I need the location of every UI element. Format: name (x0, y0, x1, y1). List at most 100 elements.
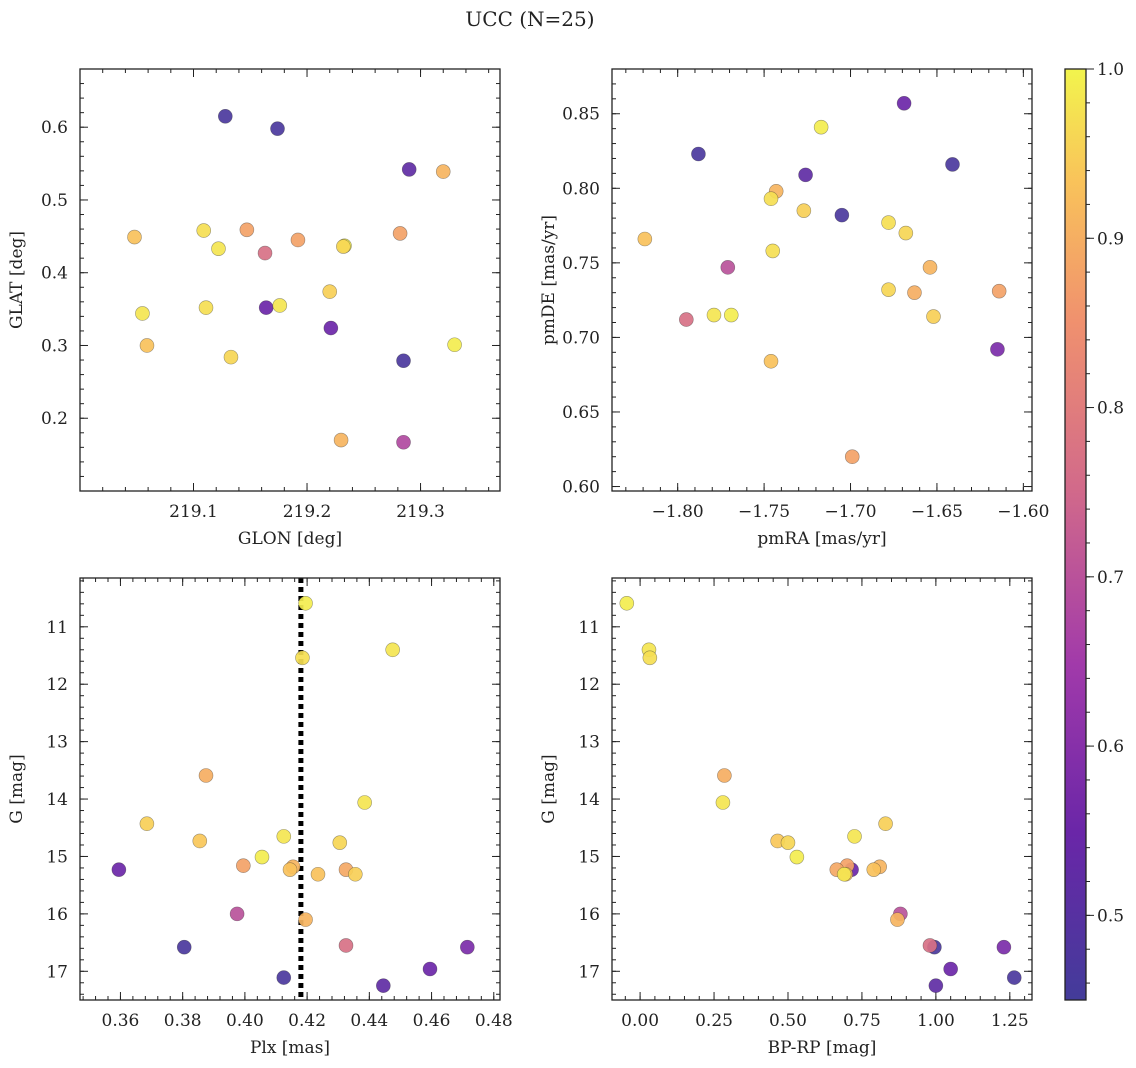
scatter-point (990, 342, 1005, 357)
scatter-point (763, 191, 779, 207)
colorbar: 0.5 0.6 0.7 0.8 0.9 1.0 (1064, 60, 1124, 1001)
y-tick-label: 0.60 (562, 478, 600, 498)
y-tick-label: 0.70 (562, 328, 600, 348)
scatter-point (236, 858, 251, 873)
scatter-point (310, 866, 326, 882)
minor-ticks (612, 578, 1032, 1000)
y-axis-label: GLAT [deg] (7, 231, 27, 329)
scatter-point (127, 229, 142, 245)
y-axis-label: pmDE [mas/yr] (539, 215, 559, 345)
panels: 219.1 219.2 219.3 0.2 0.3 0.4 0.5 0.6 GLON [deg]… (7, 68, 1049, 1058)
scatter-point (881, 215, 896, 230)
y-tick-label: 14 (578, 790, 600, 810)
scatter-point (907, 285, 922, 300)
scatter-point (295, 650, 310, 666)
scatter-point (196, 223, 212, 238)
x-tick-label: 0.48 (475, 1011, 513, 1031)
scatter-point (396, 434, 411, 450)
scatter-point (198, 768, 214, 783)
scatter-point (332, 835, 348, 850)
scatter-point (763, 353, 779, 369)
y-tick-label: 0.80 (562, 179, 600, 199)
x-tick-label: −1.65 (911, 502, 963, 522)
minor-ticks (79, 68, 500, 492)
colorbar-tick-label: 1.0 (1097, 60, 1124, 80)
x-tick-label: 0.75 (843, 1011, 881, 1031)
scatter-point (720, 260, 736, 275)
scatter-point (836, 866, 852, 882)
x-tick-label: 219.1 (169, 502, 218, 522)
scatter-point (139, 338, 155, 353)
scatter-point (813, 119, 829, 135)
colorbar-frame (1064, 68, 1087, 1001)
y-tick-label: 0.65 (562, 403, 600, 423)
scatter-points (127, 108, 462, 450)
y-tick-label: 13 (46, 733, 68, 753)
scatter-points (619, 595, 1022, 993)
y-tick-label: 17 (578, 962, 600, 982)
scatter-point (789, 849, 805, 865)
x-tick-label: 0.44 (350, 1011, 388, 1031)
scatter-points (111, 595, 475, 993)
y-tick-label: 0.85 (562, 105, 600, 125)
scatter-point (642, 650, 658, 666)
panel-glon_glat: 219.1 219.2 219.3 0.2 0.3 0.4 0.5 0.6 GLON [deg]… (7, 68, 501, 549)
x-tick-label: 0.42 (288, 1011, 326, 1031)
x-tick-label: 219.3 (396, 502, 445, 522)
scatter-point (298, 912, 313, 927)
y-tick-label: 16 (46, 905, 68, 925)
x-tick-label: −1.70 (824, 502, 876, 522)
x-tick-label: 0.00 (621, 1011, 659, 1031)
plot-frame (611, 68, 1033, 492)
x-tick-label: 1.00 (917, 1011, 955, 1031)
x-tick-label: 0.46 (413, 1011, 451, 1031)
scatter-point (926, 309, 941, 324)
y-tick-label: 0.3 (41, 336, 68, 356)
x-tick-label: 1.25 (991, 1011, 1029, 1031)
y-tick-label: 13 (578, 733, 600, 753)
scatter-point (780, 835, 796, 850)
scatter-point (619, 595, 635, 611)
scatter-point (211, 241, 226, 257)
x-axis-label: GLON [deg] (238, 529, 342, 549)
y-tick-label: 0.2 (41, 409, 68, 429)
scatter-point (376, 978, 391, 993)
y-tick-label: 11 (46, 618, 68, 638)
scatter-point (878, 816, 893, 832)
y-tick-label: 16 (578, 905, 600, 925)
panel-plx_g: 0.36 0.38 0.40 0.42 0.44 0.46 0.48 11 12 13 14 15 16… (7, 577, 513, 1058)
minor-ticks (80, 578, 500, 1000)
scatter-point (447, 337, 462, 353)
x-tick-label: 219.2 (283, 502, 332, 522)
plot-frame (79, 68, 501, 492)
colorbar-tick-label: 0.8 (1097, 399, 1124, 419)
scatter-point (866, 862, 882, 877)
scatter-point (257, 245, 273, 261)
x-tick-label: 0.38 (164, 1011, 202, 1031)
scatter-point (348, 866, 363, 882)
scatter-point (323, 320, 339, 336)
scatter-point (715, 795, 731, 810)
plot-frame (611, 577, 1033, 1001)
scatter-point (460, 939, 475, 955)
x-tick-label: −1.75 (738, 502, 790, 522)
scatter-point (272, 298, 288, 313)
panel-pmra_pmde: −1.80 −1.75 −1.70 −1.65 −1.60 0.60 0.65 0.70 0.7… (539, 68, 1049, 549)
scatter-point (276, 970, 292, 985)
y-tick-label: 0.4 (41, 264, 68, 284)
scatter-point (890, 912, 905, 927)
scatter-point (898, 225, 914, 241)
figure-title: UCC (N=25) (465, 7, 594, 31)
y-tick-label: 15 (578, 847, 600, 867)
scatter-point (223, 349, 239, 365)
scatter-points (637, 95, 1007, 465)
scatter-point (198, 300, 214, 315)
scatter-point (881, 282, 896, 297)
scatter-point (922, 938, 938, 953)
scatter-point (723, 307, 739, 323)
y-tick-label: 15 (46, 847, 68, 867)
scatter-point (333, 432, 349, 448)
scatter-point (435, 164, 451, 179)
scatter-point (385, 642, 400, 658)
